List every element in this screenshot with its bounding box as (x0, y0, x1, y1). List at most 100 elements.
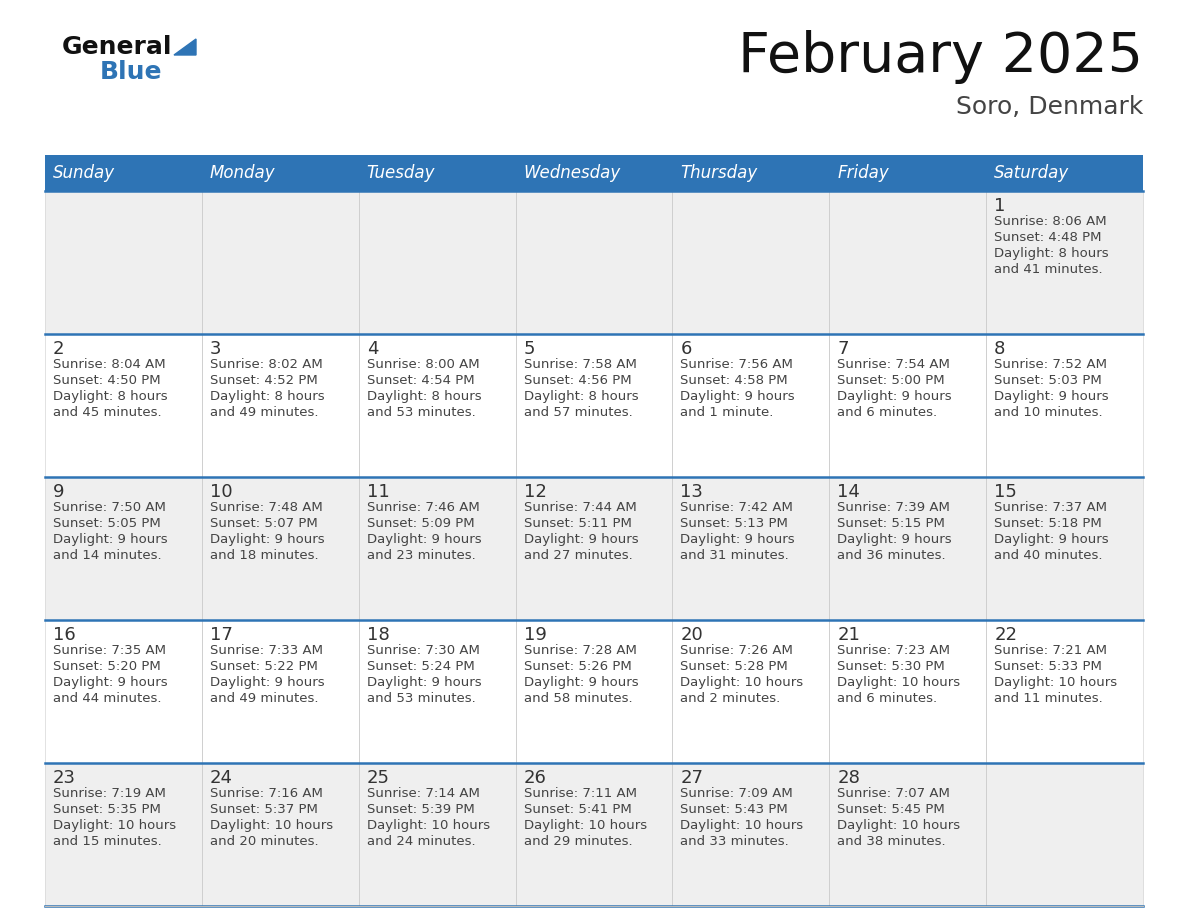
Bar (516, 155, 672, 191)
Bar (359, 620, 516, 763)
Text: and 29 minutes.: and 29 minutes. (524, 835, 632, 848)
Text: Sunrise: 7:33 AM: Sunrise: 7:33 AM (210, 644, 323, 657)
Text: 26: 26 (524, 769, 546, 787)
Bar (202, 155, 359, 191)
Text: Daylight: 10 hours: Daylight: 10 hours (681, 676, 803, 689)
Text: Sunset: 5:33 PM: Sunset: 5:33 PM (994, 660, 1102, 673)
Text: 20: 20 (681, 626, 703, 644)
Text: Sunset: 5:28 PM: Sunset: 5:28 PM (681, 660, 788, 673)
Text: Daylight: 9 hours: Daylight: 9 hours (53, 533, 168, 546)
Text: Sunset: 5:26 PM: Sunset: 5:26 PM (524, 660, 631, 673)
Text: Sunset: 4:54 PM: Sunset: 4:54 PM (367, 374, 474, 387)
Text: Sunrise: 7:56 AM: Sunrise: 7:56 AM (681, 358, 794, 371)
Text: Daylight: 9 hours: Daylight: 9 hours (994, 533, 1108, 546)
Text: 16: 16 (53, 626, 76, 644)
Polygon shape (173, 39, 196, 55)
Text: 17: 17 (210, 626, 233, 644)
Text: Sunset: 5:15 PM: Sunset: 5:15 PM (838, 517, 946, 530)
Bar (45, 620, 202, 763)
Text: Tuesday: Tuesday (367, 164, 435, 182)
Text: and 24 minutes.: and 24 minutes. (367, 835, 475, 848)
Text: and 27 minutes.: and 27 minutes. (524, 549, 632, 562)
Text: Sunrise: 7:35 AM: Sunrise: 7:35 AM (53, 644, 166, 657)
Text: Sunset: 4:58 PM: Sunset: 4:58 PM (681, 374, 788, 387)
Bar (359, 477, 516, 620)
Bar (986, 155, 1143, 191)
Text: 10: 10 (210, 483, 233, 501)
Bar (45, 477, 202, 620)
Text: Sunrise: 7:58 AM: Sunrise: 7:58 AM (524, 358, 637, 371)
Bar (516, 334, 672, 477)
Text: Sunrise: 7:42 AM: Sunrise: 7:42 AM (681, 501, 794, 514)
Bar (359, 334, 516, 477)
Text: Sunrise: 7:46 AM: Sunrise: 7:46 AM (367, 501, 480, 514)
Text: Sunrise: 7:26 AM: Sunrise: 7:26 AM (681, 644, 794, 657)
Bar (516, 763, 672, 906)
Text: Sunrise: 7:14 AM: Sunrise: 7:14 AM (367, 787, 480, 800)
Text: Sunset: 5:07 PM: Sunset: 5:07 PM (210, 517, 317, 530)
Text: and 23 minutes.: and 23 minutes. (367, 549, 475, 562)
Text: Thursday: Thursday (681, 164, 758, 182)
Text: and 57 minutes.: and 57 minutes. (524, 406, 632, 419)
Bar (986, 477, 1143, 620)
Text: Sunrise: 7:23 AM: Sunrise: 7:23 AM (838, 644, 950, 657)
Text: Sunset: 5:20 PM: Sunset: 5:20 PM (53, 660, 160, 673)
Text: Daylight: 9 hours: Daylight: 9 hours (210, 676, 324, 689)
Text: 15: 15 (994, 483, 1017, 501)
Bar (986, 763, 1143, 906)
Bar (829, 334, 986, 477)
Text: 1: 1 (994, 197, 1005, 215)
Text: Daylight: 9 hours: Daylight: 9 hours (524, 676, 638, 689)
Bar (672, 620, 829, 763)
Text: 14: 14 (838, 483, 860, 501)
Text: 6: 6 (681, 340, 691, 358)
Bar (359, 191, 516, 334)
Text: and 45 minutes.: and 45 minutes. (53, 406, 162, 419)
Text: Daylight: 10 hours: Daylight: 10 hours (681, 819, 803, 832)
Text: Daylight: 9 hours: Daylight: 9 hours (681, 533, 795, 546)
Text: 13: 13 (681, 483, 703, 501)
Text: 12: 12 (524, 483, 546, 501)
Bar (986, 334, 1143, 477)
Text: and 38 minutes.: and 38 minutes. (838, 835, 946, 848)
Text: and 53 minutes.: and 53 minutes. (367, 692, 475, 705)
Text: 8: 8 (994, 340, 1005, 358)
Text: and 2 minutes.: and 2 minutes. (681, 692, 781, 705)
Text: Sunset: 5:22 PM: Sunset: 5:22 PM (210, 660, 317, 673)
Text: Daylight: 9 hours: Daylight: 9 hours (838, 390, 952, 403)
Text: and 58 minutes.: and 58 minutes. (524, 692, 632, 705)
Text: Sunrise: 7:54 AM: Sunrise: 7:54 AM (838, 358, 950, 371)
Text: 23: 23 (53, 769, 76, 787)
Text: Sunrise: 7:44 AM: Sunrise: 7:44 AM (524, 501, 637, 514)
Bar (829, 477, 986, 620)
Text: Sunset: 4:56 PM: Sunset: 4:56 PM (524, 374, 631, 387)
Text: Sunset: 4:52 PM: Sunset: 4:52 PM (210, 374, 317, 387)
Text: Sunset: 5:41 PM: Sunset: 5:41 PM (524, 803, 631, 816)
Text: Daylight: 10 hours: Daylight: 10 hours (838, 819, 960, 832)
Text: and 11 minutes.: and 11 minutes. (994, 692, 1102, 705)
Text: Daylight: 10 hours: Daylight: 10 hours (994, 676, 1117, 689)
Bar (202, 620, 359, 763)
Text: Sunset: 5:39 PM: Sunset: 5:39 PM (367, 803, 474, 816)
Text: 22: 22 (994, 626, 1017, 644)
Text: Sunset: 4:48 PM: Sunset: 4:48 PM (994, 231, 1101, 244)
Bar (986, 191, 1143, 334)
Text: Daylight: 8 hours: Daylight: 8 hours (994, 247, 1108, 260)
Bar (45, 763, 202, 906)
Text: 21: 21 (838, 626, 860, 644)
Text: Sunset: 5:30 PM: Sunset: 5:30 PM (838, 660, 944, 673)
Text: and 6 minutes.: and 6 minutes. (838, 406, 937, 419)
Text: Sunrise: 7:50 AM: Sunrise: 7:50 AM (53, 501, 166, 514)
Text: 25: 25 (367, 769, 390, 787)
Text: Daylight: 10 hours: Daylight: 10 hours (367, 819, 489, 832)
Text: 9: 9 (53, 483, 64, 501)
Text: and 33 minutes.: and 33 minutes. (681, 835, 789, 848)
Text: and 41 minutes.: and 41 minutes. (994, 263, 1102, 276)
Bar (516, 620, 672, 763)
Text: Daylight: 9 hours: Daylight: 9 hours (681, 390, 795, 403)
Text: Sunset: 5:09 PM: Sunset: 5:09 PM (367, 517, 474, 530)
Text: Sunset: 4:50 PM: Sunset: 4:50 PM (53, 374, 160, 387)
Bar (672, 477, 829, 620)
Text: Daylight: 9 hours: Daylight: 9 hours (838, 533, 952, 546)
Text: Daylight: 9 hours: Daylight: 9 hours (524, 533, 638, 546)
